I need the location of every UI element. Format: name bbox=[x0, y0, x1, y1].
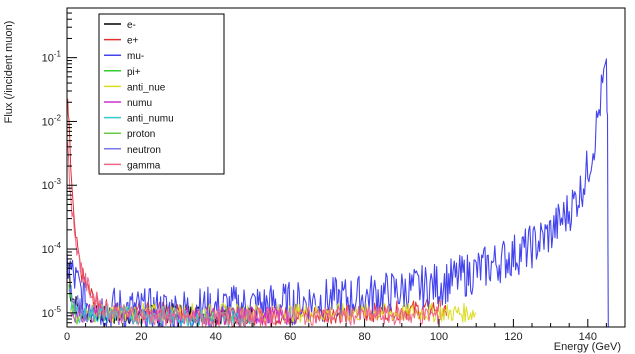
x-tick-label-40: 40 bbox=[210, 331, 222, 343]
series-line-proton bbox=[70, 302, 79, 325]
y-tick-exponent: -1 bbox=[54, 50, 62, 59]
series-line-gamma bbox=[67, 141, 440, 328]
legend-label-e-: e- bbox=[127, 20, 136, 31]
legend-label-pi+: pi+ bbox=[127, 67, 141, 78]
x-tick-label-20: 20 bbox=[135, 331, 147, 343]
legend-label-numu: numu bbox=[127, 98, 152, 109]
legend-label-neutron: neutron bbox=[127, 145, 161, 156]
x-tick-label-140: 140 bbox=[579, 331, 597, 343]
x-tick-label-0: 0 bbox=[64, 331, 70, 343]
x-tick-label-100: 100 bbox=[430, 331, 448, 343]
x-axis-title: Energy (GeV) bbox=[554, 341, 621, 353]
x-tick-label-120: 120 bbox=[504, 331, 522, 343]
y-axis-title: Flux (/incident muon) bbox=[3, 21, 15, 124]
series-line-anti_numu bbox=[70, 303, 254, 328]
x-tick-label-80: 80 bbox=[358, 331, 370, 343]
y-tick-exponent: -3 bbox=[54, 177, 62, 186]
y-tick-exponent: -4 bbox=[54, 241, 62, 250]
y-tick-exponent: -5 bbox=[54, 305, 62, 314]
legend-label-mu-: mu- bbox=[127, 51, 144, 62]
legend-label-anti_numu: anti_numu bbox=[127, 114, 174, 125]
legend-label-anti_nue: anti_nue bbox=[127, 82, 166, 93]
legend-label-gamma: gamma bbox=[127, 160, 161, 171]
y-tick-exponent: -2 bbox=[54, 113, 62, 122]
legend-label-proton: proton bbox=[127, 129, 155, 140]
x-tick-label-60: 60 bbox=[284, 331, 296, 343]
legend-box bbox=[98, 13, 225, 175]
legend-label-e+: e+ bbox=[127, 36, 139, 47]
